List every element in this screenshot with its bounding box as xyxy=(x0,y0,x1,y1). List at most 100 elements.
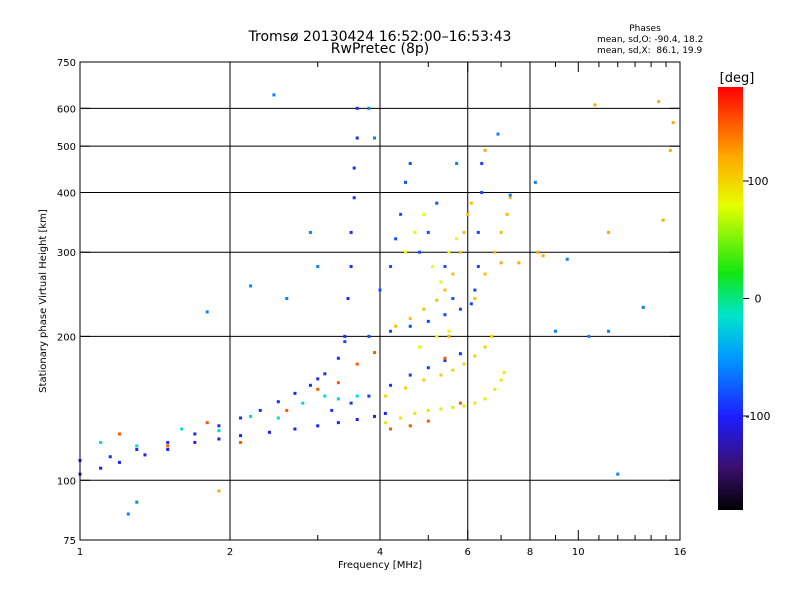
echo-point xyxy=(462,362,466,366)
echo-point xyxy=(607,230,611,234)
colorbar-unit: [deg] xyxy=(720,71,755,86)
echo-point xyxy=(239,416,243,420)
echo-point xyxy=(403,386,407,390)
phases-o-stats: mean, sd,O: -90.4, 18.2 xyxy=(597,35,703,45)
echo-point xyxy=(455,237,459,241)
colorbar-gradient xyxy=(718,87,743,510)
echo-point xyxy=(483,272,487,276)
echo-point xyxy=(276,416,280,420)
echo-point xyxy=(417,345,421,349)
echo-point xyxy=(458,307,462,311)
echo-point xyxy=(343,340,347,344)
echo-point xyxy=(383,421,387,425)
echo-point xyxy=(443,359,447,363)
echo-point xyxy=(593,103,597,107)
echo-point xyxy=(447,329,451,333)
echo-point xyxy=(323,372,327,376)
chart-title: Tromsø 20130424 16:52:00–16:53:43 xyxy=(248,29,512,45)
echo-point xyxy=(668,148,672,152)
echo-point xyxy=(355,418,359,422)
echo-point xyxy=(536,250,540,254)
echo-point xyxy=(451,272,455,276)
phases-title: Phases xyxy=(629,24,661,34)
y-tick-label: 500 xyxy=(57,142,76,153)
echo-point xyxy=(367,106,371,110)
echo-point xyxy=(205,310,209,314)
echo-point xyxy=(443,356,447,360)
echo-point xyxy=(285,408,289,412)
echo-point xyxy=(355,106,359,110)
echo-point xyxy=(483,148,487,152)
echo-point xyxy=(426,230,430,234)
echo-point xyxy=(135,500,139,504)
echo-point xyxy=(323,394,327,398)
echo-point xyxy=(383,394,387,398)
plot-area xyxy=(78,61,681,541)
echo-point xyxy=(135,447,139,451)
echo-point xyxy=(217,429,221,433)
echo-point xyxy=(455,161,459,165)
echo-point xyxy=(316,387,320,391)
echo-point xyxy=(508,193,512,197)
colorbar-ticks: 100 0 -100 xyxy=(743,175,770,423)
echo-point xyxy=(316,265,320,269)
echo-point xyxy=(349,230,353,234)
echo-point xyxy=(193,440,197,444)
echo-point xyxy=(473,401,477,405)
echo-point xyxy=(565,257,569,261)
echo-point xyxy=(346,297,350,301)
echo-point xyxy=(180,427,184,431)
echo-point xyxy=(239,434,243,438)
x-tick-label: 8 xyxy=(527,547,533,558)
echo-point xyxy=(355,136,359,140)
echo-point xyxy=(480,190,484,194)
echo-point xyxy=(657,100,661,104)
echo-point xyxy=(408,373,412,377)
echo-point xyxy=(422,212,426,216)
echo-point xyxy=(343,334,347,338)
echo-point xyxy=(451,405,455,409)
echo-point xyxy=(193,432,197,436)
echo-point xyxy=(373,136,377,140)
echo-point xyxy=(373,414,377,418)
echo-point xyxy=(469,201,473,205)
echo-point xyxy=(499,261,503,265)
echo-point xyxy=(249,284,253,288)
y-axis-label: Stationary phase Virtual Height [km] xyxy=(38,209,49,393)
echo-point xyxy=(426,408,430,412)
echo-point xyxy=(480,161,484,165)
echo-point xyxy=(336,397,340,401)
echo-point xyxy=(239,440,243,444)
echo-point xyxy=(394,237,398,241)
echo-point xyxy=(473,288,477,292)
echo-point xyxy=(389,427,393,431)
echo-point xyxy=(443,313,447,317)
echo-point xyxy=(426,366,430,370)
y-tick-label: 200 xyxy=(57,332,76,343)
echo-point xyxy=(413,411,417,415)
y-tick-label: 400 xyxy=(57,188,76,199)
echo-point xyxy=(166,444,170,448)
echo-point xyxy=(499,230,503,234)
echo-point xyxy=(373,351,377,355)
echo-point xyxy=(99,466,103,470)
echo-point xyxy=(399,212,403,216)
echo-point xyxy=(308,230,312,234)
echo-point xyxy=(408,161,412,165)
echo-point xyxy=(336,421,340,425)
echo-point xyxy=(126,512,130,516)
echo-point xyxy=(301,401,305,405)
echo-point xyxy=(493,250,497,254)
echo-point xyxy=(533,180,537,184)
echo-point xyxy=(431,265,435,269)
y-tick-labels: 75 100 200 300 400 500 600 750 xyxy=(57,58,76,547)
echo-point xyxy=(349,265,353,269)
x-tick-label: 1 xyxy=(77,547,83,558)
echo-point xyxy=(108,455,112,459)
x-tick-label: 6 xyxy=(465,547,471,558)
echo-point xyxy=(447,334,451,338)
echo-point xyxy=(389,329,393,333)
echo-point xyxy=(217,437,221,441)
echo-point xyxy=(443,288,447,292)
